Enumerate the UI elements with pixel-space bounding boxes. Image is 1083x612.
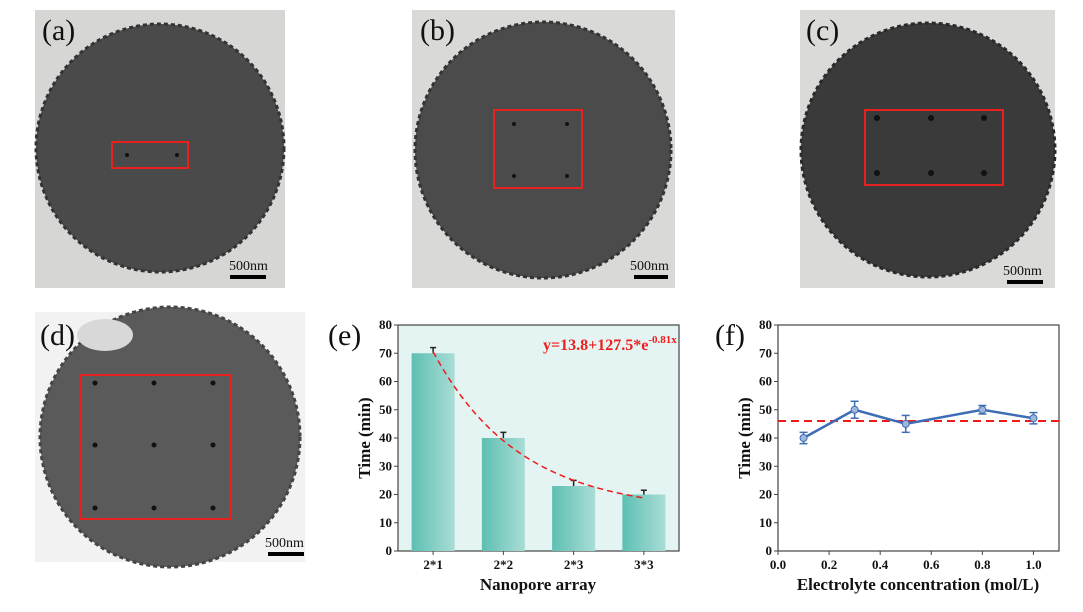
highlight-box [111, 141, 189, 169]
panel-label: (c) [806, 14, 839, 47]
scale-bar [230, 275, 266, 279]
bar [552, 486, 596, 551]
y-axis-title: Time (min) [355, 397, 374, 478]
scale-bar-label: 500nm [630, 259, 669, 274]
bar [481, 438, 525, 551]
fit-equation: y=13.8+127.5*e-0.81x [543, 334, 677, 354]
y-axis-title: Time (min) [735, 397, 754, 478]
fit-curve [432, 351, 644, 499]
scale-bar-label: 500nm [1003, 264, 1042, 279]
y-tick-label: 70 [379, 345, 392, 360]
x-tick-label: 0.2 [821, 557, 837, 572]
panel-label: (d) [40, 319, 75, 352]
x-axis-title: Electrolyte concentration (mol/L) [797, 575, 1039, 594]
panel-label: (b) [420, 14, 455, 47]
x-tick-label: 0.6 [923, 557, 940, 572]
x-tick-label: 0.8 [974, 557, 991, 572]
micrograph-a: 500nm (a) [34, 10, 286, 288]
y-tick-label: 60 [379, 374, 392, 389]
y-tick-label: 40 [759, 430, 772, 445]
y-tick-label: 30 [759, 458, 772, 473]
highlight-box [493, 109, 583, 189]
panel-label: (f) [715, 319, 745, 352]
y-tick-label: 30 [379, 458, 392, 473]
x-tick-label: 2*2 [494, 557, 514, 572]
highlight-box [79, 374, 231, 520]
y-tick-label: 40 [379, 430, 392, 445]
data-point [799, 434, 808, 442]
scale-bar-label: 500nm [229, 259, 268, 274]
data-point [1029, 414, 1038, 423]
panel-label: (a) [42, 14, 75, 47]
bar [411, 353, 455, 551]
y-tick-label: 10 [379, 515, 392, 530]
plot-area [777, 324, 1060, 552]
y-tick-label: 0 [766, 543, 773, 558]
bar-chart-e: (e) y=13.8+127.5*e-0.81x Time (min) Nano… [328, 317, 680, 594]
micrograph-d: 500nm (d) [35, 305, 305, 569]
scale-bar [1007, 280, 1043, 284]
y-tick-label: 10 [759, 515, 772, 530]
panel-label: (e) [328, 319, 361, 352]
y-tick-label: 0 [386, 543, 393, 558]
y-tick-label: 50 [759, 402, 772, 417]
y-tick-label: 80 [379, 317, 392, 332]
scale-bar [634, 275, 668, 279]
x-tick-label: 0.0 [770, 557, 786, 572]
micrograph-c: 500nm (c) [799, 10, 1057, 288]
x-tick-label: 2*3 [564, 557, 584, 572]
micrograph-b: 500nm (b) [412, 10, 675, 288]
y-tick-label: 60 [759, 374, 772, 389]
y-tick-label: 20 [759, 487, 772, 502]
scale-bar-label: 500nm [265, 536, 304, 551]
scale-bar [268, 552, 304, 556]
bar [622, 494, 666, 551]
data-point [978, 405, 987, 414]
y-tick-label: 80 [759, 317, 772, 332]
highlight-box [864, 109, 1004, 186]
y-tick-label: 70 [759, 345, 772, 360]
x-tick-label: 1.0 [1025, 557, 1041, 572]
x-axis-title: Nanopore array [480, 575, 597, 594]
y-tick-label: 50 [379, 402, 392, 417]
y-tick-label: 20 [379, 487, 392, 502]
x-tick-label: 3*3 [634, 557, 654, 572]
data-point [850, 405, 859, 414]
data-point [901, 419, 910, 428]
x-tick-label: 2*1 [423, 557, 443, 572]
x-tick-label: 0.4 [872, 557, 889, 572]
line-chart-f: (f) Time (min) Electrolyte concentration… [715, 317, 1060, 594]
